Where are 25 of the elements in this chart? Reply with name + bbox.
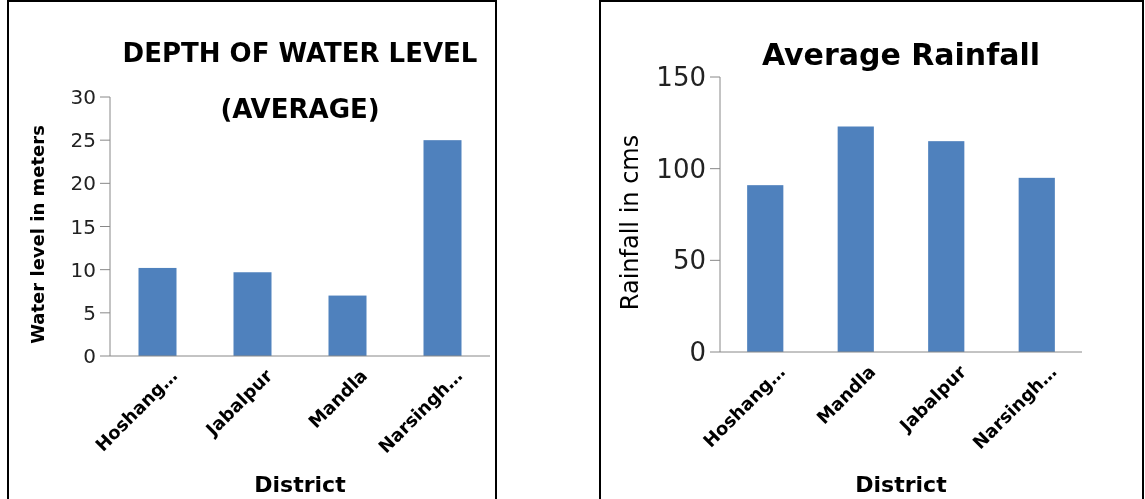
x-axis-title: District bbox=[254, 472, 347, 497]
y-tick-label: 25 bbox=[70, 128, 96, 153]
y-axis-title: Rainfall in cms bbox=[616, 134, 645, 311]
bar bbox=[837, 126, 874, 352]
bar bbox=[747, 185, 784, 352]
chart-title: DEPTH OF WATER LEVEL (AVERAGE) bbox=[122, 38, 478, 124]
bar bbox=[138, 267, 177, 356]
y-tick-label: 20 bbox=[70, 171, 96, 196]
y-tick-label: 5 bbox=[83, 300, 96, 325]
y-tick-label: 0 bbox=[689, 337, 706, 368]
chart-title: Average Rainfall bbox=[761, 37, 1041, 72]
y-tick-label: 10 bbox=[70, 257, 96, 282]
bar bbox=[423, 140, 462, 356]
bar bbox=[928, 141, 965, 352]
y-tick-label: 0 bbox=[83, 344, 96, 368]
bar bbox=[1018, 177, 1055, 352]
bar bbox=[328, 295, 367, 356]
y-axis-title: Water level in meters bbox=[27, 125, 49, 344]
y-tick-label: 30 bbox=[70, 85, 96, 109]
y-tick-label: 15 bbox=[70, 214, 96, 239]
y-tick-label: 50 bbox=[672, 245, 706, 276]
y-tick-label: 100 bbox=[656, 153, 706, 184]
y-tick-label: 150 bbox=[656, 62, 706, 93]
x-axis-title: District bbox=[855, 472, 948, 497]
bar bbox=[233, 272, 272, 356]
